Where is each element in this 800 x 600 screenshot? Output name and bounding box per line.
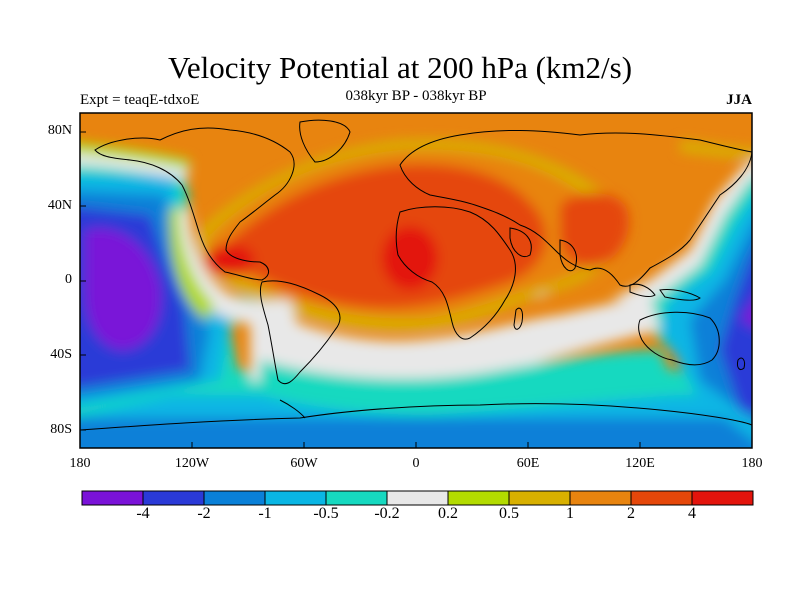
- colorbar-box: [569, 490, 632, 506]
- left-string: Expt = teaqE-tdxoE: [80, 92, 200, 108]
- colorbar-box: [81, 490, 144, 506]
- colorbar-box: [447, 490, 510, 506]
- colorbar-label: -4: [136, 505, 150, 522]
- colorbar-label: -1: [258, 505, 272, 522]
- y-tick-label: 40S: [50, 347, 72, 362]
- plot-title: Velocity Potential at 200 hPa (km2/s): [167, 50, 633, 85]
- colorbar-label: -2: [197, 505, 211, 522]
- right-string: JJA: [726, 92, 752, 108]
- axis-ticks: [79, 131, 753, 448]
- colorbar-box: [691, 490, 754, 506]
- colorbar-box: [630, 490, 693, 506]
- colorbar-label: 2: [627, 505, 635, 522]
- colorbar-label: 0.5: [499, 505, 519, 522]
- center-string: 038kyr BP - 038kyr BP: [345, 88, 487, 104]
- y-tick-label: 80N: [47, 123, 72, 138]
- y-tick-label: 0: [65, 272, 72, 287]
- coastlines: [80, 119, 752, 431]
- colorbar-box: [203, 490, 266, 506]
- colorbar-box: [386, 490, 449, 506]
- x-tick-label: 180: [69, 456, 91, 471]
- contour-field: [80, 113, 752, 448]
- x-tick-label: 180: [741, 456, 763, 471]
- colorbar-label: 1: [566, 505, 574, 522]
- y-tick-label: 40N: [47, 198, 72, 213]
- x-tick-label: 0: [412, 456, 420, 471]
- y-tick-label: 80S: [50, 422, 72, 437]
- x-tick-label: 60W: [290, 456, 318, 471]
- colorbar-label: 0.2: [438, 505, 458, 522]
- x-tick-label: 120W: [174, 456, 210, 471]
- x-tick-label: 120E: [625, 456, 655, 471]
- colorbar-box: [508, 490, 571, 506]
- colorbar-box: [325, 490, 388, 506]
- colorbar: [81, 490, 754, 506]
- colorbar-label: -0.2: [374, 505, 400, 522]
- colorbar-box: [142, 490, 205, 506]
- colorbar-label: 4: [688, 505, 696, 522]
- colorbar-label: -0.5: [313, 505, 339, 522]
- x-tick-label: 60E: [516, 456, 540, 471]
- colorbar-box: [264, 490, 327, 506]
